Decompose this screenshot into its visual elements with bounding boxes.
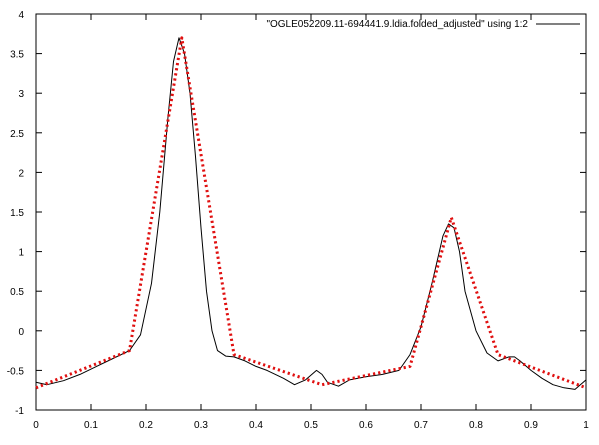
x-tick-label: 1 — [583, 420, 589, 431]
x-tick-label: 0.6 — [359, 420, 373, 431]
legend-label: "OGLE052209.11-694441.9.ldia.folded_adju… — [266, 19, 528, 30]
legend: "OGLE052209.11-694441.9.ldia.folded_adju… — [266, 19, 580, 30]
y-tick-label: -0.5 — [7, 366, 25, 377]
x-tick-label: 0.5 — [304, 420, 318, 431]
series-line-data — [35, 37, 587, 390]
x-tick-label: 0.1 — [84, 420, 98, 431]
x-tick-label: 0.2 — [139, 420, 153, 431]
y-tick-label: 2 — [18, 168, 24, 179]
y-tick-label: 4 — [18, 10, 24, 21]
x-tick-label: 0 — [33, 420, 39, 431]
y-tick-label: 0.5 — [10, 287, 24, 298]
y-tick-label: 3.5 — [10, 50, 24, 61]
y-tick-label: -1 — [15, 406, 24, 417]
series-layer — [35, 36, 587, 390]
x-tick-label: 0.4 — [249, 420, 263, 431]
y-tick-label: 0 — [18, 327, 24, 338]
x-tick-label: 0.7 — [414, 420, 428, 431]
series-line-fit — [35, 36, 587, 390]
y-tick-label: 2.5 — [10, 129, 24, 140]
plot-frame — [35, 13, 587, 411]
x-tick-label: 0.8 — [469, 420, 483, 431]
y-tick-label: 3 — [18, 89, 24, 100]
x-tick-label: 0.9 — [524, 420, 538, 431]
ticks-layer: 0 0.1 0.2 0.3 0.4 0.5 0.6 0.7 0.8 0.9 1 -1 -0.5 0 0.5 1… — [7, 10, 589, 431]
x-tick-label: 0.3 — [194, 420, 208, 431]
y-tick-label: 1 — [18, 248, 24, 259]
y-tick-label: 1.5 — [10, 208, 24, 219]
